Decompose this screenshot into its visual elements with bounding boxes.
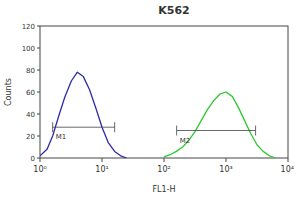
x-axis-label: FL1-H xyxy=(152,185,175,194)
y-tick xyxy=(37,26,40,27)
y-tick-label: 120 xyxy=(22,23,35,31)
gate-end xyxy=(255,126,256,136)
y-tick-label: 40 xyxy=(26,111,35,119)
title: K562 xyxy=(158,4,190,17)
y-tick xyxy=(37,92,40,93)
x-tick xyxy=(40,158,41,162)
x-tick-label: 10⁰ xyxy=(33,165,46,174)
x-tick-label: 10³ xyxy=(219,165,232,174)
y-tick xyxy=(37,136,40,137)
y-tick xyxy=(37,70,40,71)
gate-start xyxy=(176,126,177,136)
y-tick-label: 0 xyxy=(31,155,35,163)
x-tick-label: 10¹ xyxy=(95,165,108,174)
gate-end xyxy=(114,122,115,132)
gate-bar xyxy=(177,130,256,131)
gate-label: M1 xyxy=(56,133,67,141)
y-tick xyxy=(37,48,40,49)
chart: K562 0 20 40 60 80 100 120 10⁰ 10¹ 10² 10³ 10⁴ FL1-H C… xyxy=(0,0,300,200)
y-tick-label: 100 xyxy=(22,45,35,53)
x-tick-label: 10² xyxy=(157,165,170,174)
y-tick-label: 80 xyxy=(26,67,35,75)
x-tick xyxy=(164,158,165,162)
x-tick xyxy=(226,158,227,162)
plot-area xyxy=(40,72,276,158)
x-tick-label: 10⁴ xyxy=(281,165,294,174)
y-tick-label: 60 xyxy=(26,89,35,97)
plot-frame xyxy=(40,26,288,158)
y-tick xyxy=(37,114,40,115)
y-axis-label: Counts xyxy=(4,78,13,106)
x-tick xyxy=(288,158,289,162)
x-tick xyxy=(102,158,103,162)
y-tick-label: 20 xyxy=(26,133,35,141)
histogram-line xyxy=(40,72,127,158)
histogram-line xyxy=(164,92,276,158)
gate-start xyxy=(52,122,53,132)
gate-bar xyxy=(53,127,115,128)
gate-label: M2 xyxy=(180,137,191,145)
